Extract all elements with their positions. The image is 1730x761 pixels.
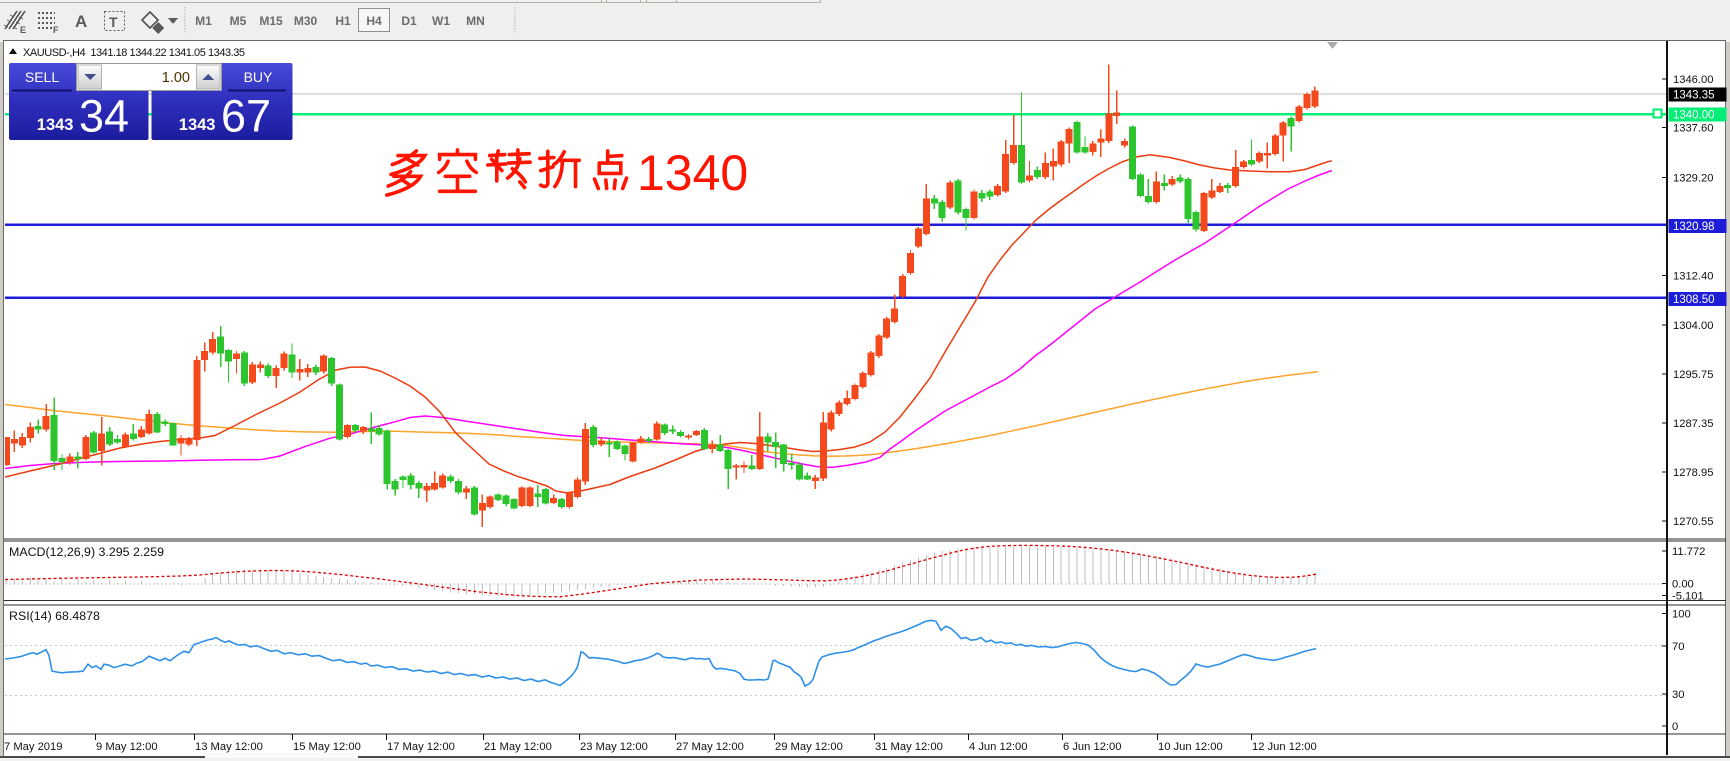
svg-text:30: 30 (1672, 689, 1684, 701)
svg-text:12 Jun 12:00: 12 Jun 12:00 (1252, 741, 1317, 753)
svg-text:BUY: BUY (244, 69, 273, 85)
svg-text:H1: H1 (335, 14, 351, 28)
svg-text:0: 0 (1672, 721, 1678, 733)
svg-text:29 May 12:00: 29 May 12:00 (775, 741, 843, 753)
svg-text:1343: 1343 (179, 116, 216, 134)
svg-text:17 May 12:00: 17 May 12:00 (387, 741, 455, 753)
svg-text:1337.60: 1337.60 (1673, 123, 1713, 135)
svg-text:1320.98: 1320.98 (1673, 221, 1715, 233)
svg-text:11.772: 11.772 (1672, 546, 1705, 558)
svg-text:F: F (53, 25, 59, 35)
svg-text:1295.75: 1295.75 (1673, 369, 1713, 381)
svg-text:H4: H4 (366, 14, 382, 28)
svg-text:1340.00: 1340.00 (1673, 110, 1715, 122)
svg-text:13 May 12:00: 13 May 12:00 (195, 741, 263, 753)
svg-text:D1: D1 (401, 14, 417, 28)
svg-text:M30: M30 (294, 14, 318, 28)
svg-text:1343.35: 1343.35 (1673, 90, 1715, 102)
svg-text:1278.95: 1278.95 (1673, 467, 1713, 479)
svg-text:1.00: 1.00 (162, 70, 190, 86)
svg-text:MACD(12,26,9) 3.295 2.259: MACD(12,26,9) 3.295 2.259 (9, 545, 164, 559)
svg-text:34: 34 (79, 91, 129, 142)
svg-text:A: A (75, 12, 87, 31)
svg-text:XAUUSD-,H4 1341.18 1344.22 13: XAUUSD-,H4 1341.18 1344.22 1341.05 1343.… (23, 47, 245, 59)
svg-text:70: 70 (1672, 641, 1684, 653)
svg-text:1312.40: 1312.40 (1673, 271, 1713, 283)
svg-text:27 May 12:00: 27 May 12:00 (676, 741, 744, 753)
svg-text:0.00: 0.00 (1672, 579, 1694, 591)
svg-text:9 May 12:00: 9 May 12:00 (96, 741, 158, 753)
svg-text:15 May 12:00: 15 May 12:00 (293, 741, 361, 753)
svg-text:SELL: SELL (25, 69, 59, 85)
svg-text:31 May 12:00: 31 May 12:00 (875, 741, 943, 753)
svg-text:67: 67 (221, 91, 271, 142)
svg-text:1346.00: 1346.00 (1673, 74, 1713, 86)
svg-text:7 May 2019: 7 May 2019 (4, 741, 62, 753)
svg-text:M1: M1 (195, 14, 212, 28)
svg-text:RSI(14) 68.4878: RSI(14) 68.4878 (9, 609, 100, 623)
svg-text:-5.101: -5.101 (1672, 591, 1704, 603)
svg-text:T: T (109, 14, 118, 30)
svg-text:M15: M15 (259, 14, 283, 28)
svg-text:M5: M5 (230, 14, 247, 28)
svg-text:21 May 12:00: 21 May 12:00 (484, 741, 552, 753)
svg-text:W1: W1 (432, 14, 450, 28)
svg-text:4 Jun 12:00: 4 Jun 12:00 (969, 741, 1027, 753)
svg-text:23 May 12:00: 23 May 12:00 (580, 741, 648, 753)
svg-text:10 Jun 12:00: 10 Jun 12:00 (1158, 741, 1223, 753)
svg-text:E: E (20, 25, 26, 35)
svg-text:MN: MN (466, 14, 485, 28)
svg-text:100: 100 (1672, 609, 1691, 621)
svg-text:1308.50: 1308.50 (1673, 294, 1715, 306)
svg-text:1329.20: 1329.20 (1673, 173, 1713, 185)
svg-text:6 Jun 12:00: 6 Jun 12:00 (1063, 741, 1121, 753)
svg-text:1340: 1340 (637, 145, 748, 201)
svg-text:1287.35: 1287.35 (1673, 418, 1713, 430)
svg-text:1270.55: 1270.55 (1673, 516, 1713, 528)
svg-text:1343: 1343 (37, 116, 74, 134)
svg-text:1304.00: 1304.00 (1673, 320, 1713, 332)
